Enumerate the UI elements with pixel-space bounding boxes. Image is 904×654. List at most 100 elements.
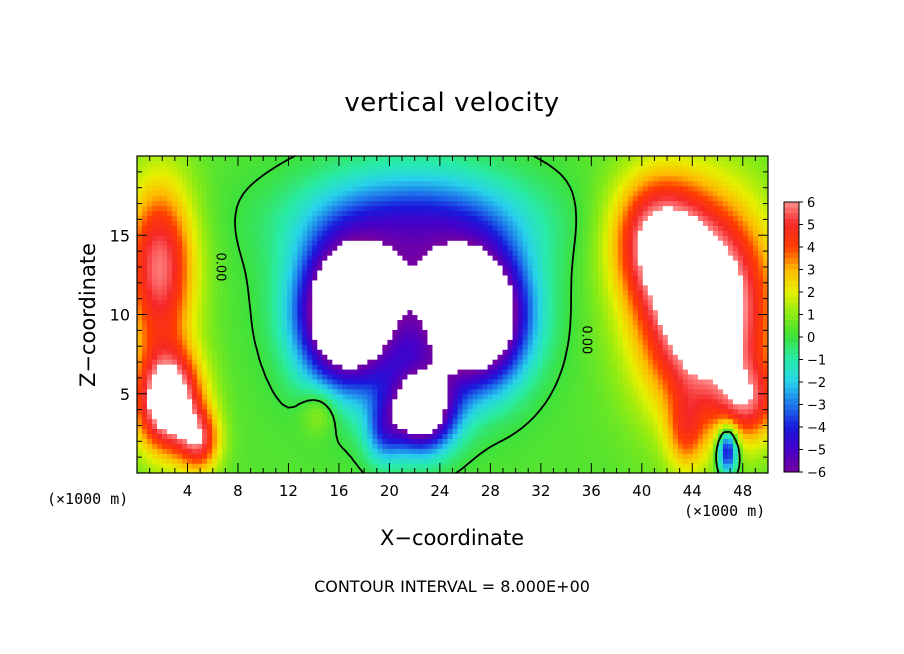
heatmap-cell: [202, 408, 208, 415]
heatmap-cell: [142, 210, 148, 217]
heatmap-cell: [232, 309, 238, 316]
heatmap-cell: [362, 240, 368, 246]
heatmap-cell: [242, 185, 248, 192]
heatmap-cell: [162, 309, 168, 316]
heatmap-cell: [277, 443, 283, 449]
heatmap-cell: [387, 264, 394, 271]
heatmap-cell: [477, 334, 484, 340]
heatmap-cell: [437, 260, 444, 266]
heatmap-cell: [332, 190, 338, 197]
heatmap-cell: [422, 235, 429, 241]
heatmap-cell: [402, 279, 409, 286]
heatmap-cell: [217, 205, 223, 212]
heatmap-cell: [502, 334, 509, 340]
heatmap-cell: [292, 255, 298, 261]
heatmap-cell: [232, 458, 238, 464]
heatmap-cell: [377, 423, 383, 430]
heatmap-cell: [222, 299, 228, 306]
heatmap-cell: [342, 235, 348, 241]
heatmap-cell: [267, 160, 273, 167]
heatmap-cell: [272, 359, 278, 365]
heatmap-cell: [347, 329, 353, 335]
heatmap-cell: [277, 185, 283, 192]
heatmap-cell: [152, 383, 158, 390]
heatmap-cell: [227, 354, 233, 360]
heatmap-cell: [302, 156, 308, 162]
heatmap-cell: [317, 364, 323, 370]
heatmap-cell: [177, 443, 183, 449]
heatmap-cell: [502, 180, 509, 187]
heatmap-cell: [387, 190, 394, 197]
heatmap-cell: [367, 185, 373, 192]
heatmap-cell: [267, 235, 273, 241]
heatmap-cell: [512, 279, 519, 286]
heatmap-cell: [272, 205, 278, 212]
heatmap-cell: [447, 329, 454, 335]
heatmap-cell: [197, 463, 203, 469]
heatmap-cell: [162, 250, 168, 256]
heatmap-cell: [222, 383, 228, 390]
heatmap-cell: [292, 185, 298, 192]
heatmap-cell: [477, 383, 484, 390]
heatmap-cell: [157, 383, 163, 390]
heatmap-cell: [232, 448, 238, 454]
heatmap-cell: [352, 359, 358, 365]
heatmap-cell: [232, 245, 238, 251]
heatmap-cell: [487, 294, 494, 301]
heatmap-cell: [357, 354, 363, 360]
heatmap-cell: [162, 210, 168, 217]
heatmap-cell: [432, 349, 439, 355]
heatmap-cell: [522, 284, 529, 291]
heatmap-cell: [492, 383, 499, 390]
heatmap-cell: [512, 160, 519, 167]
heatmap-cell: [232, 423, 238, 430]
heatmap-cell: [197, 279, 203, 286]
heatmap-cell: [422, 274, 429, 281]
heatmap-cell: [142, 284, 148, 291]
heatmap-cell: [142, 319, 148, 325]
heatmap-cell: [147, 299, 153, 306]
heatmap-cell: [192, 319, 198, 325]
heatmap-cell: [247, 423, 253, 430]
heatmap-cell: [432, 195, 439, 202]
heatmap-cell: [427, 190, 434, 197]
heatmap-cell: [257, 289, 263, 296]
heatmap-cell: [327, 220, 333, 226]
heatmap-cell: [207, 205, 213, 212]
heatmap-cell: [367, 453, 373, 459]
heatmap-cell: [242, 205, 248, 212]
heatmap-cell: [467, 264, 474, 271]
heatmap-cell: [247, 190, 253, 197]
heatmap-cell: [212, 185, 218, 192]
heatmap-cell: [457, 448, 464, 454]
heatmap-cell: [342, 468, 348, 473]
heatmap-cell: [167, 289, 173, 296]
heatmap-cell: [287, 463, 293, 469]
heatmap-cell: [292, 269, 298, 276]
heatmap-cell: [257, 195, 263, 202]
heatmap-cell: [257, 418, 263, 425]
heatmap-cell: [357, 413, 363, 420]
heatmap-cell: [182, 428, 188, 434]
heatmap-cell: [222, 175, 228, 182]
heatmap-cell: [267, 463, 273, 469]
heatmap-cell: [462, 230, 469, 236]
heatmap-cell: [147, 423, 153, 430]
heatmap-cell: [177, 260, 183, 266]
heatmap-cell: [462, 334, 469, 340]
heatmap-cell: [387, 334, 394, 340]
heatmap-cell: [512, 388, 519, 395]
heatmap-cell: [297, 339, 303, 345]
heatmap-cell: [312, 433, 318, 439]
heatmap-cell: [467, 339, 474, 345]
heatmap-cell: [152, 448, 158, 454]
heatmap-cell: [267, 428, 273, 434]
heatmap-cell: [222, 284, 228, 291]
heatmap-cell: [352, 284, 358, 291]
heatmap-cell: [237, 180, 243, 187]
heatmap-cell: [192, 299, 198, 306]
heatmap-cell: [282, 284, 288, 291]
heatmap-cell: [472, 156, 479, 162]
heatmap-cell: [407, 368, 414, 375]
heatmap-cell: [327, 274, 333, 281]
